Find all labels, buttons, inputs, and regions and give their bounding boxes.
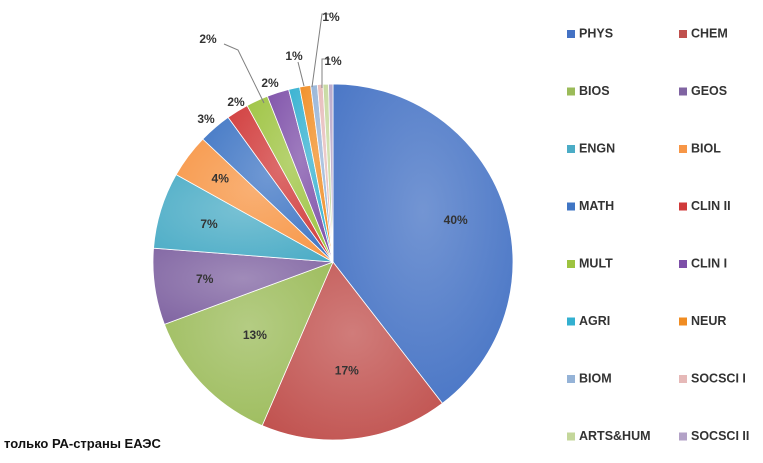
legend-swatch-engn xyxy=(567,145,575,153)
legend-label-chem: CHEM xyxy=(691,26,728,40)
pie-slice-chem xyxy=(261,261,443,441)
pie-slice-socsci-ii xyxy=(328,83,334,263)
legend-swatch-geos xyxy=(679,87,687,96)
legend-swatch-mult xyxy=(567,260,575,268)
legend-item-bios: BIOS xyxy=(567,84,610,98)
legend-item-biol: BIOL xyxy=(679,141,721,155)
legend-item-math: MATH xyxy=(567,199,614,213)
legend-label-engn: ENGN xyxy=(579,141,615,155)
legend-item-chem: CHEM xyxy=(679,26,728,40)
pie-slice-bios xyxy=(163,261,334,427)
legend-item-clin-i: CLIN I xyxy=(679,256,727,270)
legend-swatch-math xyxy=(567,202,575,211)
pie-slice-phys xyxy=(332,83,514,404)
data-label-mult: 2% xyxy=(261,76,279,90)
chart-note: только РА-страны ЕАЭС xyxy=(4,436,161,451)
legend-swatch-socsci-i xyxy=(679,375,687,383)
legend-label-artsandhum: ARTS&HUM xyxy=(579,429,651,443)
legend-swatch-chem xyxy=(679,30,687,38)
legend-swatch-socsci-ii xyxy=(679,432,687,441)
legend-swatch-clin-ii xyxy=(679,202,687,211)
legend-item-agri: AGRI xyxy=(567,314,610,328)
data-label-chem: 17% xyxy=(335,364,359,378)
legend-label-bios: BIOS xyxy=(579,84,610,98)
legend-item-mult: MULT xyxy=(567,256,613,270)
data-label-engn: 7% xyxy=(200,217,218,231)
legend: PHYS CHEM BIOS GEOS ENGN BIOL MATH CLIN II MULT C… xyxy=(567,26,749,443)
data-label-clin-ii: 2% xyxy=(227,95,245,109)
legend-label-biom: BIOM xyxy=(579,371,612,385)
data-label-neur: 1% xyxy=(322,10,340,24)
legend-label-biol: BIOL xyxy=(691,141,721,155)
data-label-phys: 40% xyxy=(444,213,468,227)
legend-item-geos: GEOS xyxy=(679,84,727,98)
leader-line-socsci-i xyxy=(321,58,330,88)
legend-label-clin-ii: CLIN II xyxy=(691,199,731,213)
data-label-socsci-i: 1% xyxy=(324,54,342,68)
legend-swatch-biom xyxy=(567,375,575,383)
legend-item-clin-ii: CLIN II xyxy=(679,199,731,213)
leader-line-neur xyxy=(311,13,330,88)
legend-item-phys: PHYS xyxy=(567,26,613,40)
legend-swatch-agri xyxy=(567,317,575,326)
legend-label-socsci-i: SOCSCI I xyxy=(691,371,746,385)
legend-label-mult: MULT xyxy=(579,256,613,270)
legend-swatch-neur xyxy=(679,317,687,326)
legend-swatch-biol xyxy=(679,145,687,153)
legend-swatch-bios xyxy=(567,87,575,96)
data-label-geos: 7% xyxy=(196,272,214,286)
legend-label-socsci-ii: SOCSCI II xyxy=(691,429,749,443)
data-label-biol: 4% xyxy=(212,171,230,185)
legend-label-geos: GEOS xyxy=(691,84,727,98)
legend-label-agri: AGRI xyxy=(579,314,610,328)
data-label-math: 3% xyxy=(197,112,215,126)
data-label-bios: 13% xyxy=(243,328,267,342)
data-label-agri: 1% xyxy=(285,49,303,63)
data-label-clin-i: 2% xyxy=(199,32,217,46)
legend-label-phys: PHYS xyxy=(579,26,613,40)
legend-label-neur: NEUR xyxy=(691,314,726,328)
legend-item-socsci-i: SOCSCI I xyxy=(679,371,746,385)
legend-swatch-phys xyxy=(567,30,575,38)
leader-line-clin-i xyxy=(223,43,265,104)
legend-item-engn: ENGN xyxy=(567,141,615,155)
legend-swatch-clin-i xyxy=(679,260,687,268)
leader-line-agri xyxy=(297,61,305,87)
data-labels: 40% 17% 13% 7% 7% 4% 3% 2% 2% 2% 1% 1% 1% xyxy=(196,10,468,378)
legend-swatch-artsandhum xyxy=(567,432,575,441)
legend-label-clin-i: CLIN I xyxy=(691,256,727,270)
legend-item-artsandhum: ARTS&HUM xyxy=(567,429,651,443)
legend-item-biom: BIOM xyxy=(567,371,612,385)
pie-slices xyxy=(152,83,514,441)
legend-item-socsci-ii: SOCSCI II xyxy=(679,429,749,443)
legend-item-neur: NEUR xyxy=(679,314,726,328)
leader-lines xyxy=(223,13,330,104)
legend-label-math: MATH xyxy=(579,199,614,213)
